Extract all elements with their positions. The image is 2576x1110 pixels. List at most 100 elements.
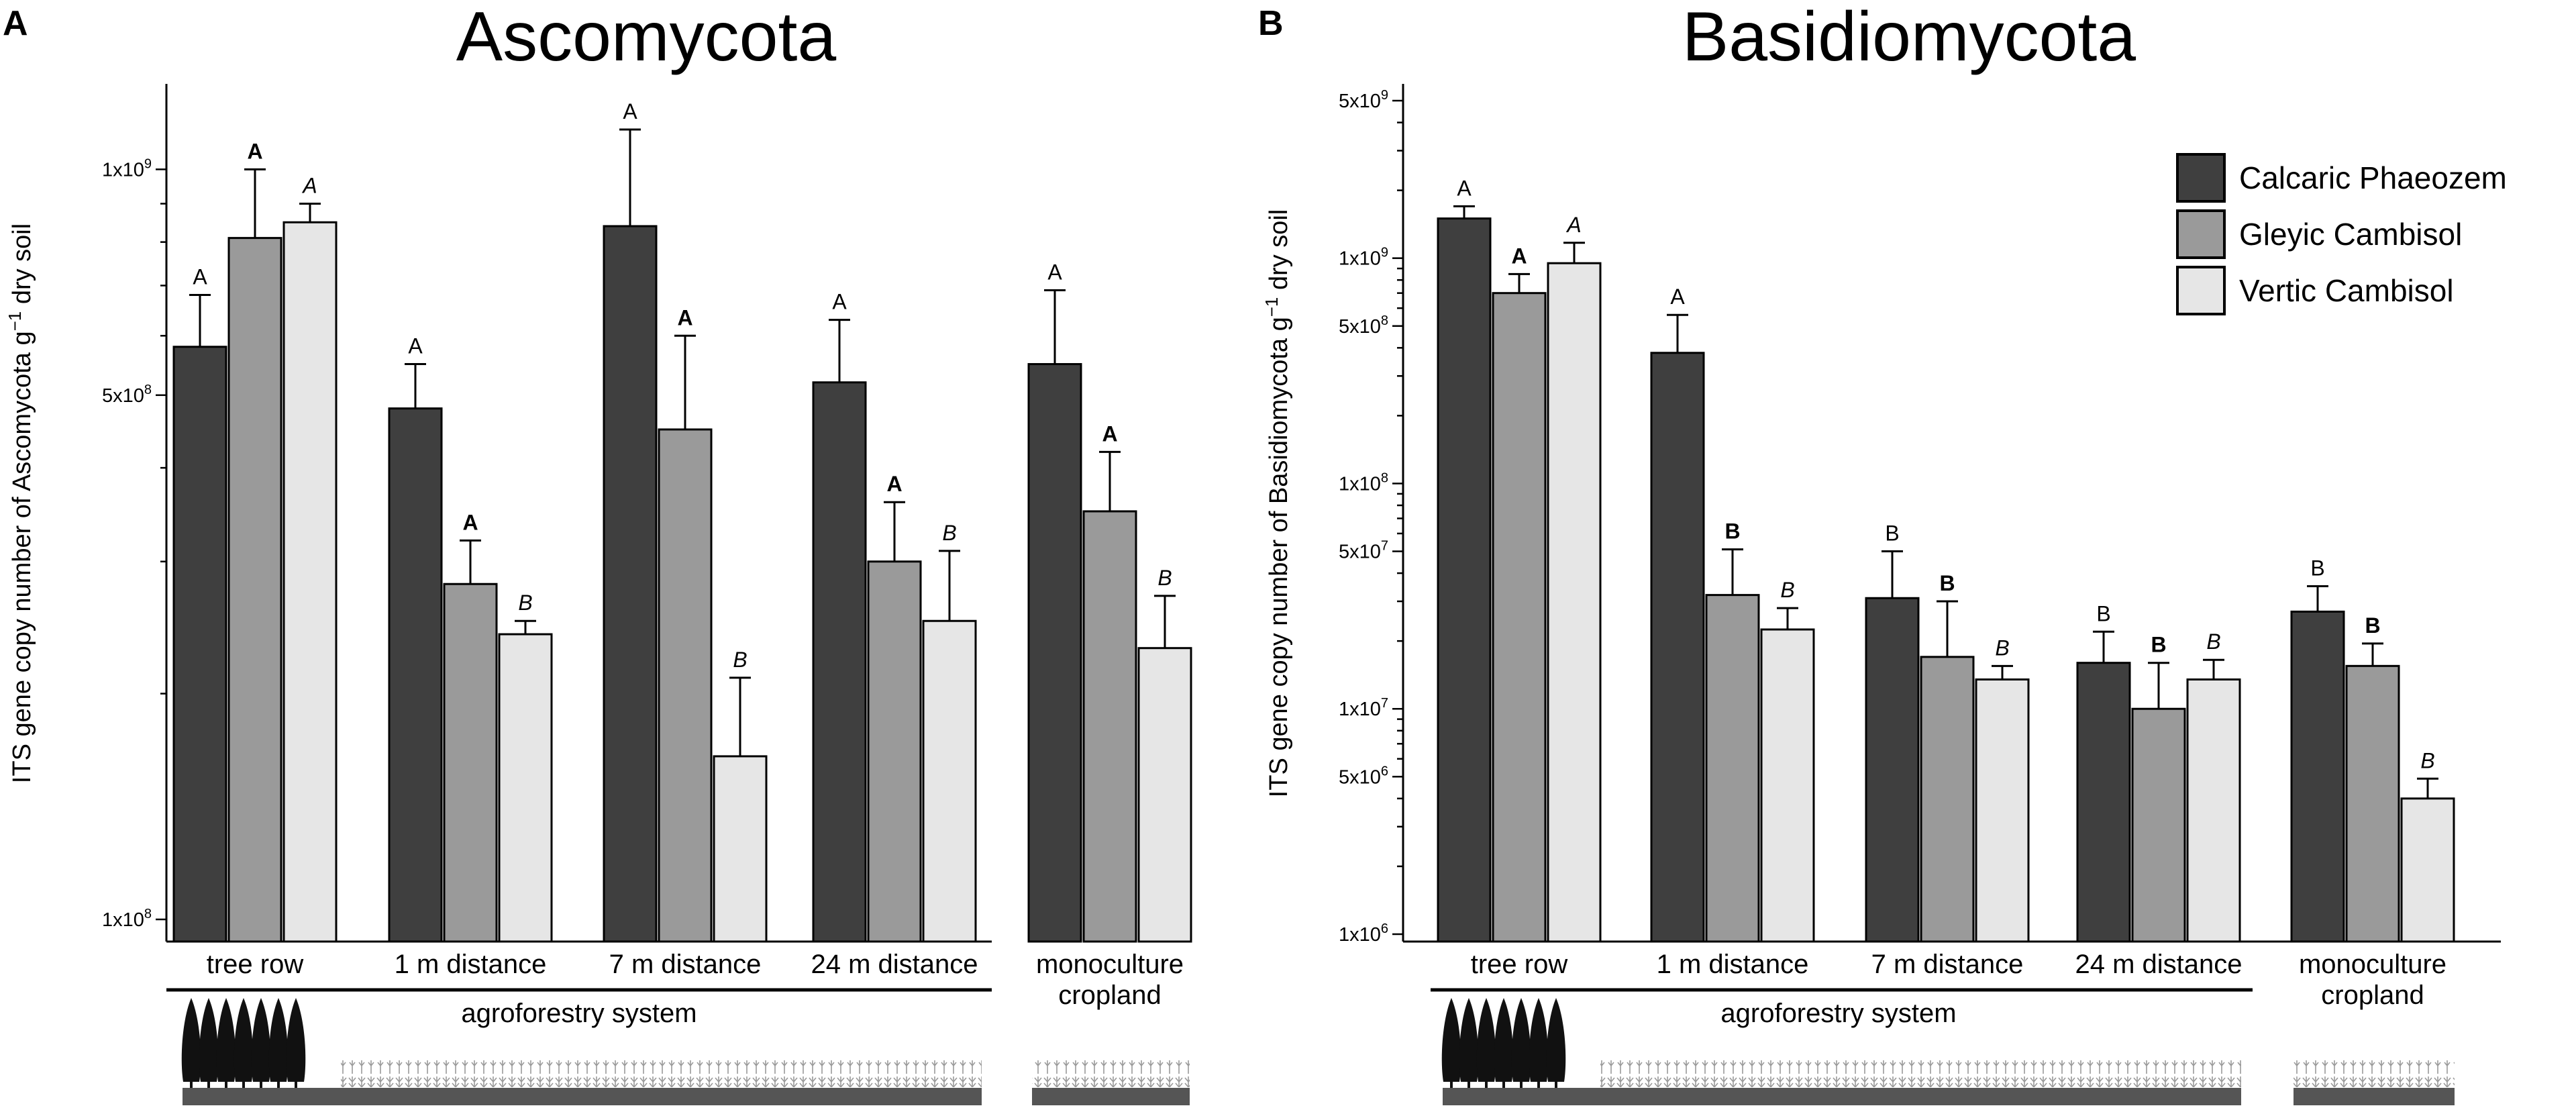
bar-gleyic-cambisol: [867, 560, 922, 943]
panel-a-bars: A A A A A A A A A A A B B B B: [172, 99, 1192, 943]
panel-a-landscape-illustration: [166, 988, 1190, 1105]
panel-a-tree-row-icon: [181, 998, 306, 1089]
significance-letter: A: [1457, 176, 1472, 200]
tree-trunk: [277, 1080, 280, 1089]
bar-vertic-cambisol: [1760, 628, 1815, 943]
significance-letter: A: [1565, 213, 1581, 237]
x-category-label: monoculture: [2299, 950, 2446, 979]
significance-letter: A: [1511, 244, 1527, 268]
bar-vertic-cambisol: [498, 633, 553, 943]
bar-gleyic-cambisol: [1920, 656, 1975, 943]
bar-gleyic-cambisol: [1492, 292, 1547, 943]
significance-letter: B: [518, 591, 532, 615]
panel-a-crop-icon: [341, 1060, 982, 1087]
tree-icon: [1494, 998, 1514, 1082]
significance-letter: A: [301, 173, 317, 197]
panel-b-y-axis-label: ITS gene copy number of Basidiomycota g−…: [1261, 209, 1293, 798]
bar-calcaric-phaeozem: [388, 407, 443, 943]
bar-calcaric-phaeozem: [1650, 352, 1705, 943]
panel-a-monoculture-crop-icon: [1032, 1060, 1190, 1087]
tree-trunk: [1485, 1080, 1488, 1089]
y-axis-label-text: ITS gene copy number of Basidiomycota g−…: [1261, 209, 1293, 798]
significance-letter: A: [1047, 260, 1062, 284]
legend-label: Vertic Cambisol: [2239, 273, 2454, 308]
bar-gleyic-cambisol: [2345, 664, 2400, 943]
bar-gleyic-cambisol: [227, 237, 282, 943]
legend-swatch: [2176, 266, 2226, 315]
tree-trunk: [242, 1080, 245, 1089]
bar-vertic-cambisol: [282, 221, 338, 943]
legend-swatch: [2176, 209, 2226, 259]
y-tick-label: 5x109: [1339, 88, 1388, 112]
y-tick-label: 5x107: [1339, 539, 1388, 563]
significance-letter: B: [1995, 636, 2009, 660]
bar-calcaric-phaeozem: [172, 346, 227, 943]
y-tick-label: 1x106: [1339, 921, 1388, 946]
bar-gleyic-cambisol: [1705, 594, 1760, 943]
bar-calcaric-phaeozem: [1865, 597, 1920, 943]
y-tick-label: 1x109: [1339, 246, 1388, 270]
panel-a-title: Ascomycota: [456, 0, 837, 76]
bar-vertic-cambisol: [1137, 647, 1192, 943]
tree-icon: [1529, 998, 1549, 1082]
panel-b-soil-bar: [1443, 1088, 2241, 1105]
significance-letter: B: [2310, 556, 2324, 581]
tree-icon: [199, 998, 219, 1082]
panel-a-category-labels: tree row 1 m distance 7 m distance 24 m dis…: [207, 950, 1184, 1010]
y-tick-label: 1x108: [1339, 470, 1388, 495]
x-category-label: cropland: [2321, 980, 2424, 1010]
bar-calcaric-phaeozem: [2076, 662, 2131, 943]
x-category-label: tree row: [207, 950, 304, 979]
tree-icon: [1546, 998, 1566, 1082]
tree-icon: [234, 998, 254, 1082]
panel-a-group-label: agroforestry system: [461, 999, 697, 1028]
panel-a-y-axis-label: ITS gene copy number of Ascomycota g−1 d…: [5, 223, 36, 783]
panel-b-monoculture-crop-icon: [2294, 1060, 2455, 1087]
panel-b-tree-row-icon: [1441, 998, 1566, 1089]
bar-gleyic-cambisol: [658, 428, 713, 943]
tree-icon: [1476, 998, 1496, 1082]
tree-trunk: [1502, 1080, 1505, 1089]
significance-letter: B: [2151, 633, 2166, 657]
significance-letter: A: [832, 290, 847, 314]
tree-trunk: [225, 1080, 227, 1089]
tree-trunk: [260, 1080, 262, 1089]
significance-letter: B: [942, 521, 956, 545]
y-tick-label: 1x107: [1339, 696, 1388, 720]
y-tick-label: 5x106: [1339, 764, 1388, 788]
tree-icon: [251, 998, 271, 1082]
significance-letter: B: [2365, 613, 2380, 638]
bar-gleyic-cambisol: [443, 583, 498, 943]
x-category-label: 24 m distance: [2075, 950, 2242, 979]
significance-letter: A: [1670, 285, 1685, 309]
panel-b-monoculture-soil-bar: [2294, 1088, 2455, 1105]
bar-calcaric-phaeozem: [2290, 610, 2345, 943]
significance-letter: B: [1939, 571, 1955, 595]
legend-swatch: [2176, 153, 2226, 203]
tree-icon: [216, 998, 236, 1082]
legend-label: Calcaric Phaeozem: [2239, 160, 2507, 195]
x-category-label: 7 m distance: [1871, 950, 2024, 979]
bar-vertic-cambisol: [2400, 797, 2455, 943]
significance-letter: B: [733, 648, 747, 672]
tree-trunk: [1467, 1080, 1470, 1089]
significance-letter: B: [1724, 519, 1740, 544]
panel-b: B Basidiomycota ITS gene copy number of …: [1258, 0, 2507, 1105]
significance-letter: A: [677, 305, 692, 330]
significance-letter: A: [1102, 421, 1117, 446]
significance-letter: B: [1157, 566, 1172, 590]
tree-icon: [1459, 998, 1479, 1082]
tree-icon: [268, 998, 289, 1082]
panel-a-soil-bar: [183, 1088, 982, 1105]
bar-calcaric-phaeozem: [1437, 217, 1492, 943]
bar-gleyic-cambisol: [1082, 510, 1137, 943]
tree-trunk: [1555, 1080, 1557, 1089]
tree-trunk: [1450, 1080, 1453, 1089]
x-category-label: tree row: [1471, 950, 1568, 979]
x-category-label: 1 m distance: [1657, 950, 1809, 979]
tree-icon: [1441, 998, 1461, 1082]
x-category-label: cropland: [1058, 980, 1161, 1010]
significance-letter: A: [247, 139, 262, 163]
panel-letter-a: A: [3, 4, 28, 43]
significance-letter: A: [886, 472, 902, 496]
